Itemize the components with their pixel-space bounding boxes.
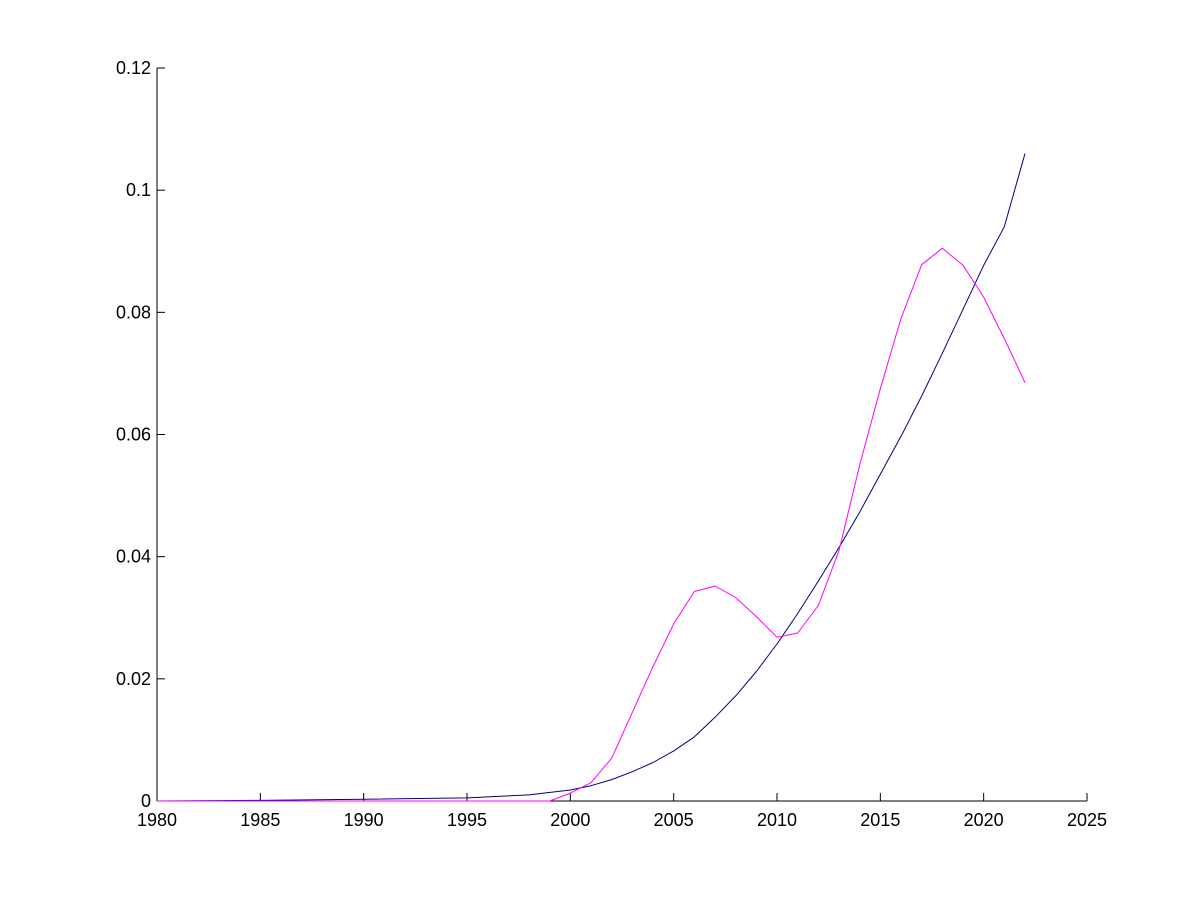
y-tick-label: 0.12 [116, 58, 151, 78]
x-tick-label: 1995 [447, 810, 487, 830]
y-tick-label: 0 [141, 791, 151, 811]
x-tick-label: 2005 [654, 810, 694, 830]
x-tick-label: 2010 [757, 810, 797, 830]
y-ticks: 0 0.02 0.04 0.06 0.08 0.1 0.12 [116, 58, 165, 811]
series-layer [156, 153, 1026, 802]
y-tick-label: 0.06 [116, 425, 151, 445]
series-line-2 [157, 247, 1026, 802]
y-tick-label: 0.08 [116, 302, 151, 322]
y-tick-label: 0.04 [116, 547, 151, 567]
x-tick-label: 2025 [1067, 810, 1107, 830]
series-line-1 [156, 153, 1026, 802]
x-tick-label: 2015 [860, 810, 900, 830]
x-tick-label: 1990 [344, 810, 384, 830]
x-tick-label: 1985 [240, 810, 280, 830]
x-tick-label: 2020 [964, 810, 1004, 830]
x-tick-label: 2000 [550, 810, 590, 830]
x-ticks: 1980 1985 1990 1995 2000 2005 2010 2015 2020 2025 [137, 793, 1107, 830]
y-tick-label: 0.02 [116, 669, 151, 689]
x-tick-label: 1980 [137, 810, 177, 830]
y-tick-label: 0.1 [126, 180, 151, 200]
